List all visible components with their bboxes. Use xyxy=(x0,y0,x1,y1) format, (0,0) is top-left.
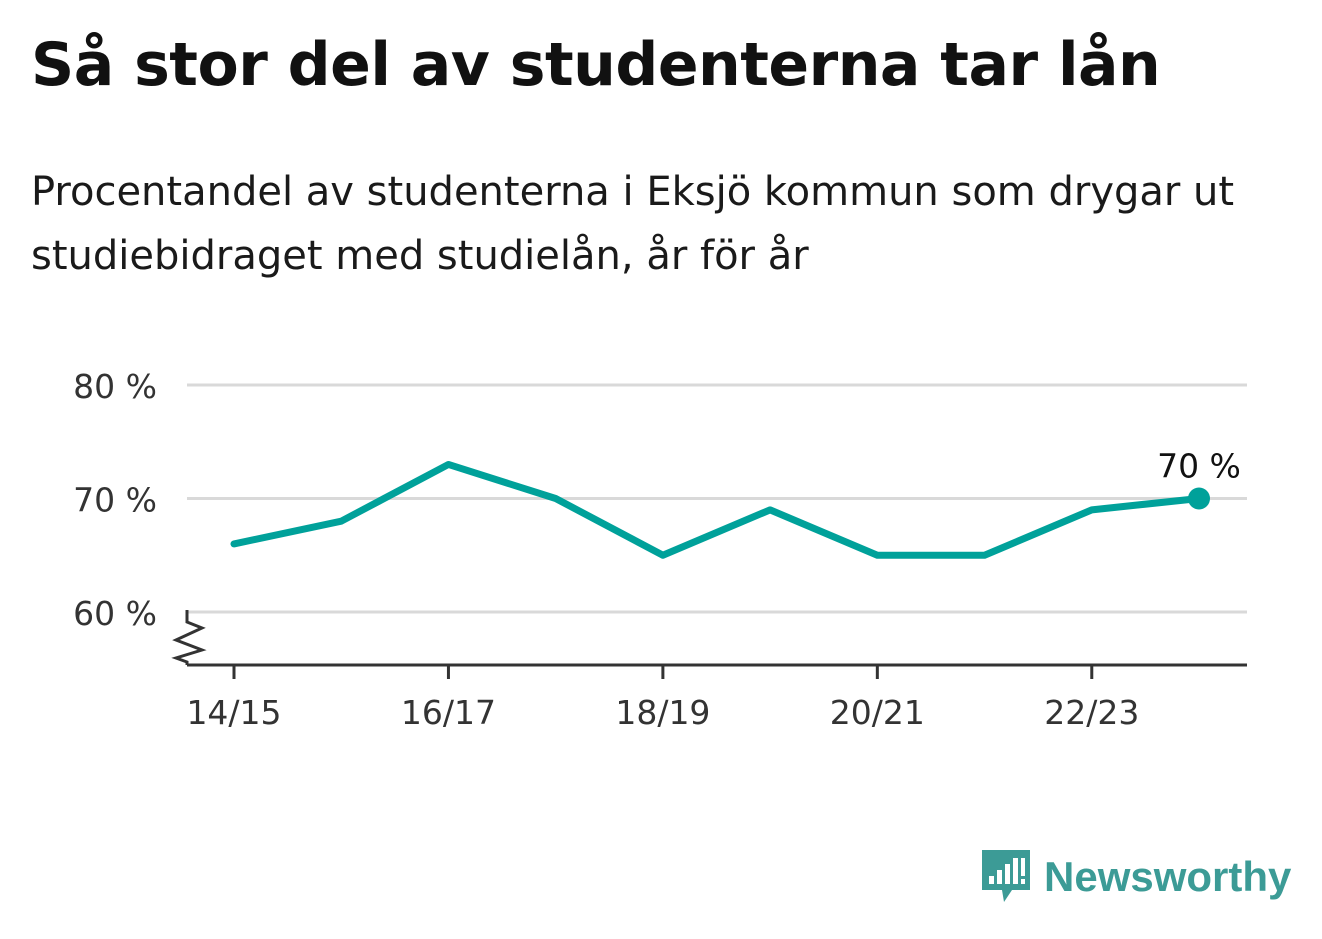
x-tick-label: 14/15 xyxy=(186,693,281,732)
y-tick-label: 80 % xyxy=(73,367,157,406)
x-tick-label: 20/21 xyxy=(830,693,925,732)
x-tick-label: 16/17 xyxy=(401,693,496,732)
last-point-label: 70 % xyxy=(1157,447,1241,486)
chart-title: Så stor del av studenterna tar lån xyxy=(31,30,1161,100)
y-tick-label: 70 % xyxy=(73,481,157,520)
brand-logo: Newsworthy xyxy=(980,846,1291,908)
x-tick-label: 18/19 xyxy=(615,693,710,732)
chart-subtitle: Procentandel av studenterna i Eksjö komm… xyxy=(31,169,1235,279)
brand-name: Newsworthy xyxy=(1044,853,1292,900)
line-chart: 60 % 70 % 80 % 14/15 16/17 18/19 20/21 22/23 70 … xyxy=(73,367,1247,732)
x-tick-label: 22/23 xyxy=(1044,693,1139,732)
newsworthy-logo-icon xyxy=(982,850,1030,902)
y-tick-label: 60 % xyxy=(73,594,157,633)
y-axis-break-icon xyxy=(171,610,207,665)
last-data-point xyxy=(1188,487,1210,510)
series-line xyxy=(230,460,1203,559)
